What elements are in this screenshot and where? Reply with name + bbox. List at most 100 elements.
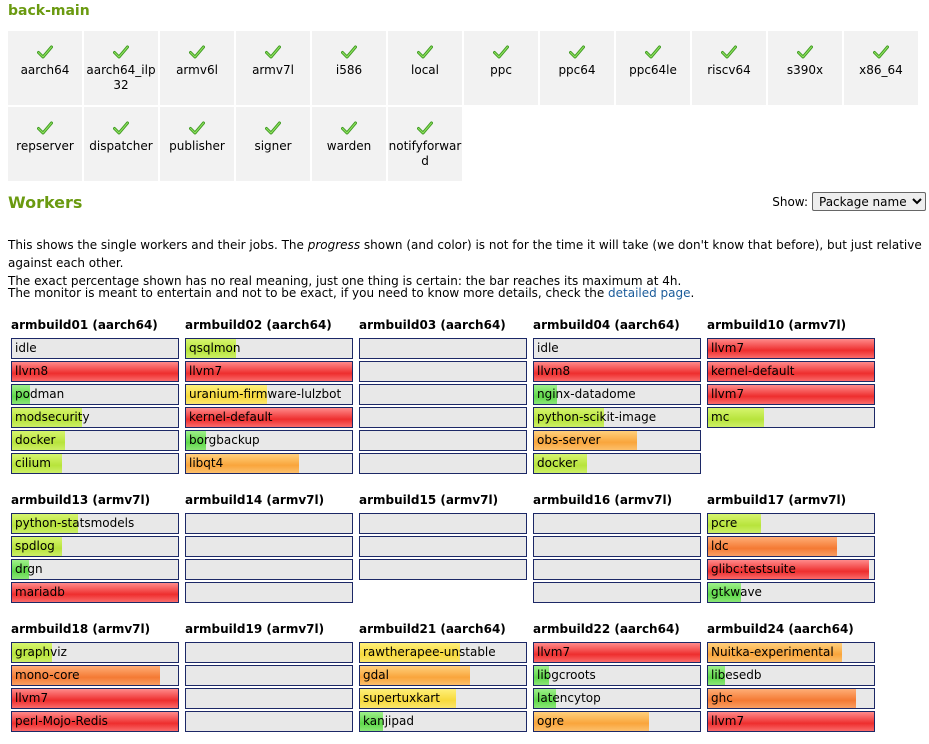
job-slot	[185, 688, 353, 709]
check-icon	[8, 121, 82, 137]
desc-text-2: shown (and color) is not for the time it…	[8, 238, 922, 270]
job-slot[interactable]: llvm7	[185, 361, 353, 382]
job-slot[interactable]: llvm8	[11, 361, 179, 382]
job-label: llvm7	[15, 691, 49, 705]
job-slot[interactable]: libqt4	[185, 453, 353, 474]
job-slot[interactable]: ghc	[707, 688, 875, 709]
worker-armbuild24: armbuild24 (aarch64) Nuitka-experimental l…	[707, 622, 875, 734]
job-slot[interactable]: nginx-datadome	[533, 384, 701, 405]
job-slot[interactable]: llvm7	[707, 711, 875, 732]
job-slot[interactable]: glibc:testsuite	[707, 559, 875, 580]
job-slot[interactable]: supertuxkart	[359, 688, 527, 709]
arch-cell-armv6l: armv6l	[160, 31, 234, 105]
check-icon	[692, 45, 766, 61]
job-slot[interactable]: cilium	[11, 453, 179, 474]
job-slot	[359, 536, 527, 557]
job-slot[interactable]: idle	[11, 338, 179, 359]
job-slot[interactable]: graphviz	[11, 642, 179, 663]
workers-description: This shows the single workers and their …	[8, 236, 928, 290]
arch-label: aarch64	[20, 63, 70, 77]
worker-armbuild02: armbuild02 (aarch64) qsqlmon llvm7 uranium-…	[185, 318, 353, 476]
job-slot[interactable]: spdlog	[11, 536, 179, 557]
job-progress-bar	[12, 385, 31, 404]
job-progress-bar	[708, 583, 742, 602]
arch-cell-s390x: s390x	[768, 31, 842, 105]
job-slot[interactable]: mariadb	[11, 582, 179, 603]
job-slot[interactable]: borgbackup	[185, 430, 353, 451]
worker-armbuild18: armbuild18 (armv7l) graphviz mono-core llvm…	[11, 622, 179, 734]
backend-title: back-main	[8, 3, 90, 19]
worker-title: armbuild01 (aarch64)	[11, 318, 158, 332]
job-slot[interactable]: uranium-firmware-lulzbot	[185, 384, 353, 405]
job-slot[interactable]: llvm8	[533, 361, 701, 382]
job-slot[interactable]: libgcroots	[533, 665, 701, 686]
job-slot[interactable]: qsqlmon	[185, 338, 353, 359]
job-slot[interactable]: mono-core	[11, 665, 179, 686]
job-slot	[359, 338, 527, 359]
job-label: idle	[537, 341, 559, 355]
job-slot[interactable]: llvm7	[707, 338, 875, 359]
job-progress-bar	[708, 689, 856, 708]
check-icon	[84, 121, 158, 137]
job-slot[interactable]: llvm7	[11, 688, 179, 709]
arch-cell-armv7l: armv7l	[236, 31, 310, 105]
job-slot[interactable]: kanjipad	[359, 711, 527, 732]
job-label: libgcroots	[537, 668, 596, 682]
job-slot[interactable]: mc	[707, 407, 875, 428]
job-slot[interactable]: docker	[533, 453, 701, 474]
job-label: ghc	[711, 691, 733, 705]
detailed-page-link[interactable]: detailed page	[608, 286, 691, 300]
job-progress-bar	[360, 712, 384, 731]
job-label: llvm7	[711, 341, 745, 355]
job-slot[interactable]: obs-server	[533, 430, 701, 451]
job-slot[interactable]: gdal	[359, 665, 527, 686]
check-icon	[160, 121, 234, 137]
job-progress-bar	[534, 666, 549, 685]
service-cell-signer: signer	[236, 107, 310, 181]
job-slot[interactable]: python-statsmodels	[11, 513, 179, 534]
job-slot[interactable]: rawtherapee-unstable	[359, 642, 527, 663]
monitor-note: The monitor is meant to entertain and no…	[8, 284, 928, 302]
check-icon	[540, 45, 614, 61]
worker-title: armbuild18 (armv7l)	[11, 622, 151, 636]
job-slot[interactable]: idle	[533, 338, 701, 359]
job-slot[interactable]: ldc	[707, 536, 875, 557]
check-icon	[312, 121, 386, 137]
job-slot[interactable]: gtkwave	[707, 582, 875, 603]
job-slot	[359, 559, 527, 580]
job-slot[interactable]: kernel-default	[707, 361, 875, 382]
check-icon	[312, 45, 386, 61]
job-label: mono-core	[15, 668, 80, 682]
job-slot[interactable]: perl-Mojo-Redis	[11, 711, 179, 732]
job-slot[interactable]: drgn	[11, 559, 179, 580]
job-progress-bar	[534, 712, 649, 731]
job-slot	[185, 536, 353, 557]
job-progress-bar	[186, 385, 268, 404]
job-slot[interactable]: python-scikit-image	[533, 407, 701, 428]
job-slot	[185, 642, 353, 663]
job-slot[interactable]: llvm7	[533, 642, 701, 663]
job-progress-bar	[708, 385, 874, 404]
desc-emphasis: progress	[307, 238, 361, 252]
job-slot[interactable]: docker	[11, 430, 179, 451]
job-progress-bar	[12, 537, 62, 556]
job-slot	[533, 536, 701, 557]
job-slot[interactable]: latencytop	[533, 688, 701, 709]
job-slot[interactable]: Nuitka-experimental	[707, 642, 875, 663]
job-slot[interactable]: pcre	[707, 513, 875, 534]
job-progress-bar	[186, 362, 352, 381]
worker-title: armbuild17 (armv7l)	[707, 493, 847, 507]
job-slot[interactable]: llvm7	[707, 384, 875, 405]
job-progress-bar	[186, 408, 352, 427]
worker-armbuild17: armbuild17 (armv7l) pcre ldc glibc:testsuit…	[707, 493, 875, 605]
job-label: obs-server	[537, 433, 601, 447]
job-label: docker	[15, 433, 56, 447]
job-slot[interactable]: ogre	[533, 711, 701, 732]
job-label: kanjipad	[363, 714, 414, 728]
job-slot[interactable]: kernel-default	[185, 407, 353, 428]
job-slot[interactable]: libesedb	[707, 665, 875, 686]
show-select[interactable]: Package name	[812, 192, 926, 211]
job-slot[interactable]: modsecurity	[11, 407, 179, 428]
job-slot[interactable]: podman	[11, 384, 179, 405]
job-progress-bar	[534, 408, 604, 427]
